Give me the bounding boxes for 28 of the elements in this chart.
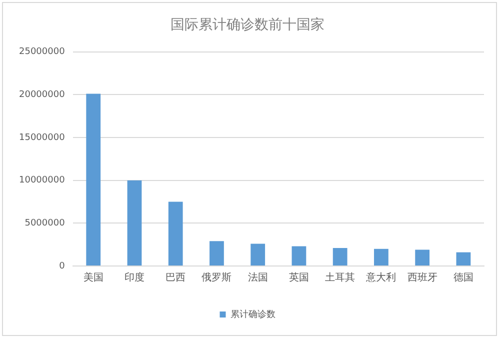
x-tick-label: 意大利	[365, 272, 396, 284]
x-tick-label: 德国	[453, 272, 474, 284]
bar	[86, 94, 101, 266]
y-tick-label: 15000000	[18, 132, 66, 143]
bar	[415, 250, 430, 266]
bar	[332, 248, 348, 266]
bar	[127, 180, 142, 266]
x-tick-label: 美国	[83, 272, 104, 284]
x-tick-label: 土耳其	[325, 272, 356, 284]
x-tick-label: 印度	[124, 272, 144, 284]
chart-title: 国际累计确诊数前十国家	[170, 17, 324, 34]
bar	[456, 252, 471, 266]
bar	[210, 241, 224, 266]
y-tick-label: 0	[59, 261, 66, 272]
bar	[374, 248, 388, 266]
y-tick-label: 25000000	[18, 47, 66, 58]
y-tick-label: 5000000	[24, 218, 66, 229]
legend-label: 累计确诊数	[230, 308, 276, 320]
y-tick-label: 10000000	[18, 176, 66, 186]
y-tick-label: 20000000	[18, 90, 66, 100]
bar	[250, 244, 266, 266]
bar	[292, 246, 306, 266]
x-tick-label: 西班牙	[407, 272, 438, 284]
x-tick-label: 巴西	[166, 272, 186, 284]
x-tick-label: 英国	[288, 272, 309, 284]
x-tick-label: 俄罗斯	[202, 272, 232, 284]
bar	[168, 202, 183, 266]
x-tick-label: 法国	[248, 272, 268, 284]
